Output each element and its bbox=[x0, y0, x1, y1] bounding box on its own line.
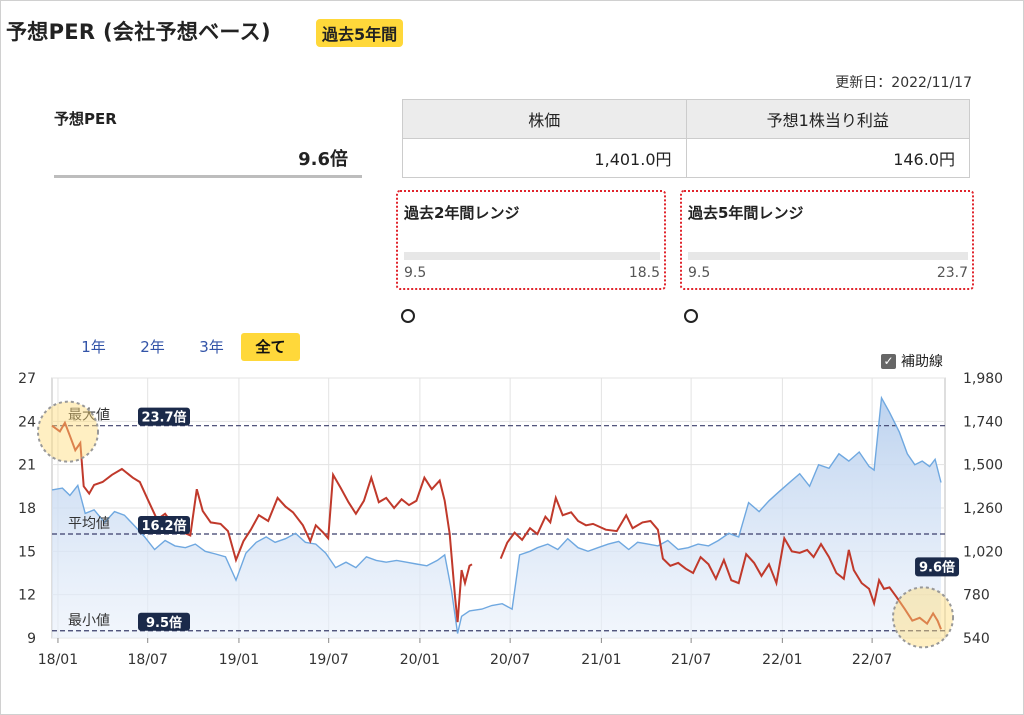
x-tick-label: 20/01 bbox=[400, 652, 440, 668]
x-tick-label: 21/01 bbox=[581, 652, 621, 668]
y-left-tick-label: 9 bbox=[27, 631, 36, 647]
range-5y-track bbox=[683, 252, 968, 323]
y-right-tick-label: 540 bbox=[963, 631, 990, 647]
range-5y-max: 23.7 bbox=[936, 265, 968, 281]
price-area bbox=[52, 397, 942, 638]
page-title: 予想PER (会社予想ベース) bbox=[6, 20, 271, 44]
x-tick-label: 20/07 bbox=[490, 652, 530, 668]
period-tabs: 1年 2年 3年 全て bbox=[64, 333, 300, 361]
range-5y-title: 過去5年間レンジ bbox=[688, 204, 804, 222]
y-left-tick-label: 12 bbox=[18, 588, 36, 604]
range-2y-min: 9.5 bbox=[404, 265, 427, 281]
reference-badge-text: 9.5倍 bbox=[146, 615, 182, 631]
y-left-tick-label: 15 bbox=[18, 544, 36, 560]
reference-line-name: 最小値 bbox=[68, 613, 110, 629]
price-table-header-row: 株価 予想1株当り利益 bbox=[402, 99, 970, 139]
reference-line-name: 平均値 bbox=[68, 516, 110, 532]
x-tick-label: 22/07 bbox=[852, 652, 892, 668]
stock-price-header: 株価 bbox=[402, 99, 687, 139]
y-left-tick-label: 24 bbox=[18, 414, 36, 430]
y-right-tick-label: 780 bbox=[963, 588, 990, 604]
per-label: 予想PER bbox=[54, 110, 117, 128]
reference-line-name: 最大値 bbox=[68, 408, 110, 424]
x-tick-label: 18/01 bbox=[38, 652, 78, 668]
range-2y-track bbox=[400, 252, 660, 323]
y-right-tick-label: 1,740 bbox=[963, 414, 1003, 430]
range-5y-min: 9.5 bbox=[688, 265, 711, 281]
y-left-tick-label: 27 bbox=[18, 371, 36, 387]
per-divider bbox=[54, 175, 362, 178]
current-badge-text: 9.6倍 bbox=[919, 559, 955, 575]
range-2y-marker bbox=[400, 309, 415, 323]
tab-all[interactable]: 全て bbox=[241, 333, 300, 361]
y-right-tick-label: 1,020 bbox=[963, 544, 1003, 560]
aux-line-toggle[interactable]: ✓ 補助線 bbox=[881, 351, 943, 371]
price-table-value-row: 1,401.0円 146.0円 bbox=[402, 138, 970, 178]
x-tick-label: 21/07 bbox=[671, 652, 711, 668]
per-line bbox=[51, 420, 942, 630]
checkbox-checked-icon[interactable]: ✓ bbox=[881, 353, 896, 369]
eps-header: 予想1株当り利益 bbox=[685, 99, 970, 139]
reference-badge-text: 23.7倍 bbox=[141, 410, 186, 426]
current-badge bbox=[915, 557, 960, 577]
price-line bbox=[51, 395, 942, 634]
max-highlight-circle bbox=[37, 400, 99, 463]
range-2y-max: 18.5 bbox=[628, 265, 660, 281]
eps-value: 146.0円 bbox=[685, 138, 970, 178]
aux-line-label: 補助線 bbox=[901, 354, 943, 370]
reference-badge bbox=[138, 612, 190, 631]
per-value: 9.6倍 bbox=[298, 149, 348, 170]
y-right-tick-label: 1,500 bbox=[963, 458, 1003, 474]
period-badge: 過去5年間 bbox=[316, 19, 404, 47]
y-right-tick-label: 1,980 bbox=[963, 371, 1003, 387]
reference-badge bbox=[138, 516, 190, 534]
stock-price-value: 1,401.0円 bbox=[402, 138, 687, 178]
tab-3y[interactable]: 3年 bbox=[199, 338, 224, 356]
range-2y-box: 過去2年間レンジ 9.5 18.5 bbox=[396, 190, 666, 323]
reference-badge-text: 16.2倍 bbox=[141, 518, 186, 534]
y-left-tick-label: 21 bbox=[18, 458, 36, 474]
x-tick-label: 19/07 bbox=[308, 652, 348, 668]
x-tick-label: 18/07 bbox=[128, 652, 168, 668]
reference-badge bbox=[138, 407, 190, 426]
range-2y-title: 過去2年間レンジ bbox=[404, 204, 520, 222]
tab-1y[interactable]: 1年 bbox=[81, 338, 106, 356]
x-tick-label: 22/01 bbox=[762, 652, 802, 668]
range-5y-marker bbox=[683, 309, 698, 323]
y-right-tick-label: 1,260 bbox=[963, 501, 1003, 517]
x-tick-label: 19/01 bbox=[219, 652, 259, 668]
tab-2y[interactable]: 2年 bbox=[140, 338, 165, 356]
range-5y-box: 過去5年間レンジ 9.5 23.7 bbox=[680, 190, 974, 323]
current-highlight-circle bbox=[892, 586, 955, 649]
updated-date: 更新日：2022/11/17 bbox=[835, 75, 972, 91]
per-chart: 27 1,980 24 1,740 21 1,500 18 1,260 15 1,020 12 780… bbox=[18, 371, 1003, 668]
price-table: 株価 予想1株当り利益 1,401.0円 146.0円 bbox=[402, 99, 970, 178]
y-left-tick-label: 18 bbox=[18, 501, 36, 517]
